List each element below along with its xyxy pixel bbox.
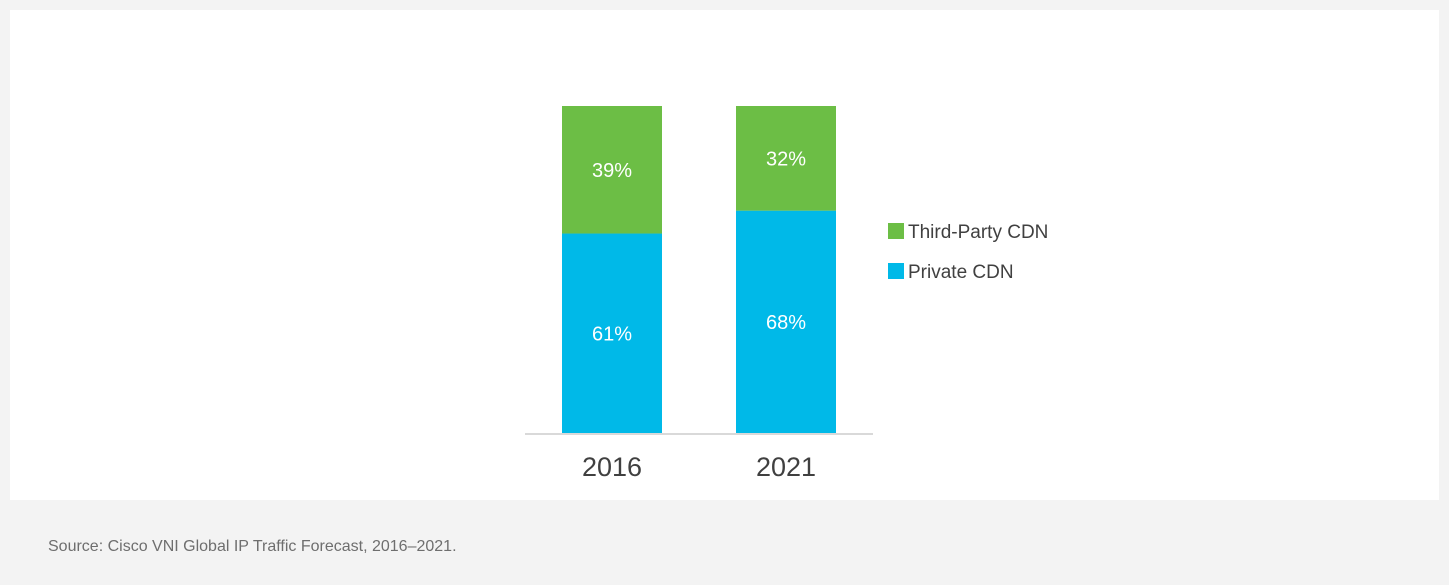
source-note: Source: Cisco VNI Global IP Traffic Fore… [48,538,457,555]
stacked-bar-chart: 61% 39% 68% 32% 2016 2021 Third-Party CDN Pri… [525,106,1048,482]
bar-third-party-cdn-2021 [736,106,836,211]
data-label-third-party-cdn-2016: 39% [592,160,632,182]
legend-swatch-icon [888,263,904,279]
data-label-private-cdn-2021: 68% [766,312,806,334]
legend-item-third-party-cdn: Third-Party CDN [888,222,1048,243]
legend-label: Private CDN [908,262,1014,283]
x-tick-label-2016: 2016 [582,452,642,482]
x-tick-labels: 2016 2021 [582,452,816,482]
legend-item-private-cdn: Private CDN [888,262,1014,283]
x-tick-label-2021: 2021 [756,452,816,482]
legend-swatch-icon [888,223,904,239]
legend: Third-Party CDN Private CDN [888,222,1048,283]
data-label-third-party-cdn-2021: 32% [766,148,806,170]
bar-private-cdn-2021 [736,210,836,433]
bar-third-party-cdn-2016 [562,106,662,234]
bars-layer: 61% 39% 68% 32% [562,106,836,433]
legend-label: Third-Party CDN [908,222,1048,243]
data-label-private-cdn-2016: 61% [592,323,632,345]
bar-private-cdn-2016 [562,233,662,433]
chart-panel [10,10,1439,500]
